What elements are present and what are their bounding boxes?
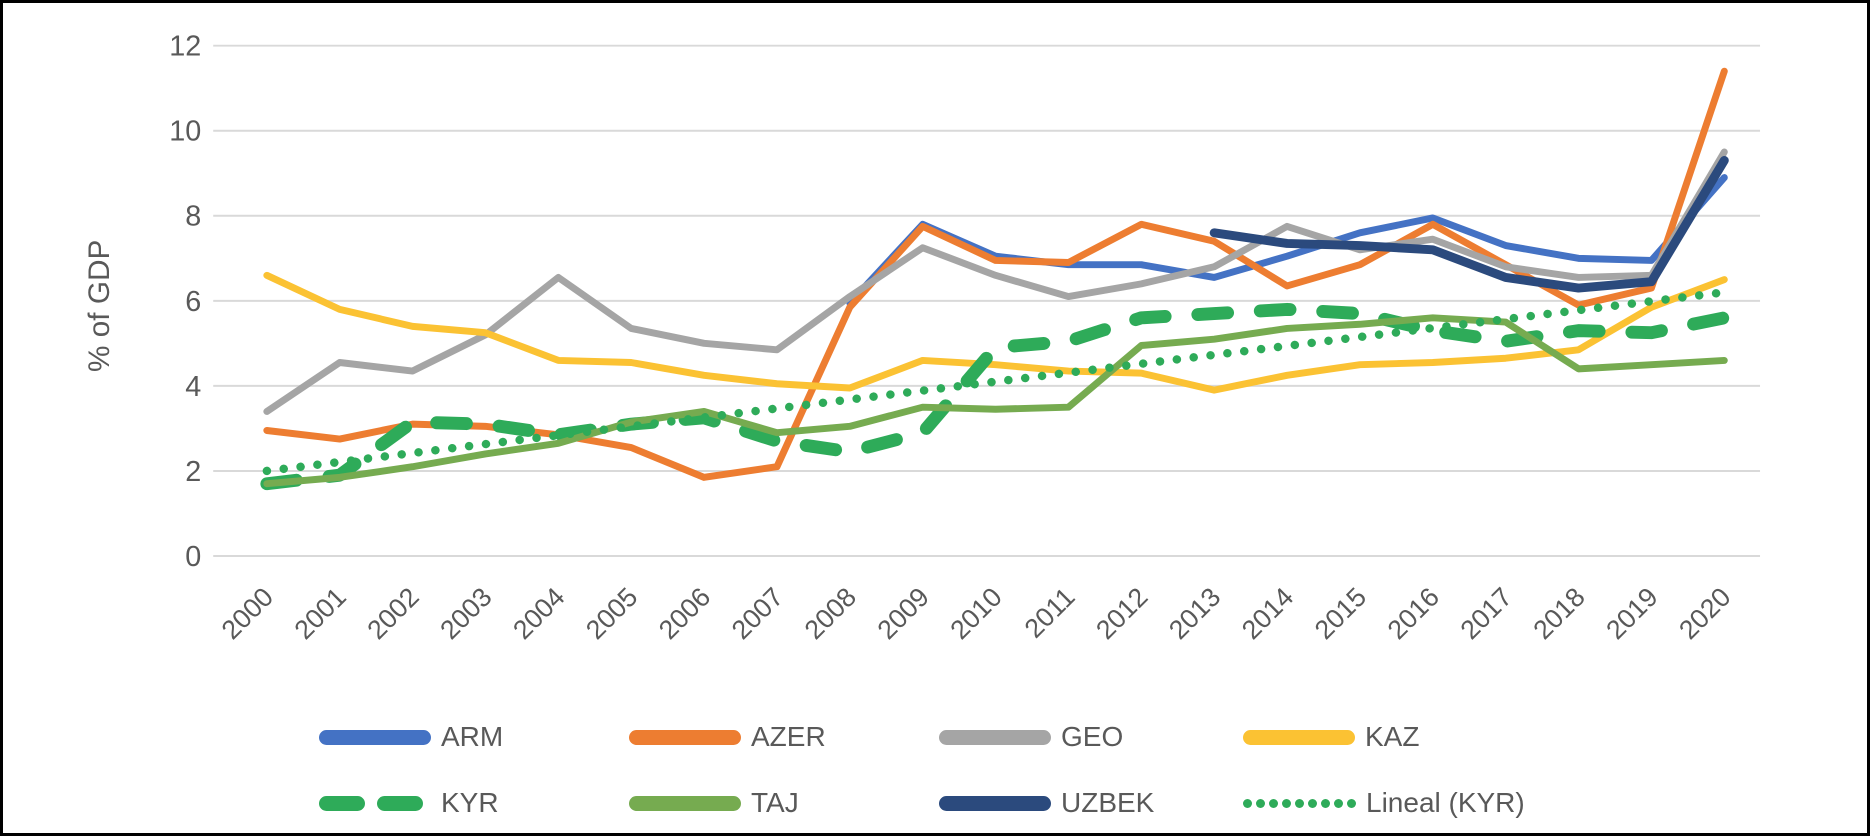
x-tick-label-2000: 2000 — [216, 582, 279, 645]
x-tick-label-2009: 2009 — [871, 582, 934, 645]
series-line-UZBEK — [1209, 155, 1729, 293]
y-tick-label-4: 4 — [185, 371, 201, 403]
x-tick-label-2005: 2005 — [580, 582, 643, 645]
x-tick-label-2010: 2010 — [944, 582, 1007, 645]
x-tick-label-2012: 2012 — [1090, 582, 1153, 645]
x-tick-label-2020: 2020 — [1673, 582, 1736, 645]
x-tick-label-2006: 2006 — [653, 582, 716, 645]
x-tick-label-2001: 2001 — [289, 582, 352, 645]
x-tick-label-2017: 2017 — [1454, 582, 1517, 645]
x-tick-label-2007: 2007 — [726, 582, 789, 645]
x-tick-label-2002: 2002 — [361, 582, 424, 645]
y-axis-title: % of GDP — [83, 240, 116, 372]
series-line-ARM — [846, 174, 1728, 307]
y-tick-label-12: 12 — [169, 31, 201, 63]
x-tick-label-2016: 2016 — [1382, 582, 1445, 645]
x-tick-label-2004: 2004 — [507, 582, 570, 645]
y-tick-label-8: 8 — [185, 201, 201, 233]
y-tick-label-10: 10 — [169, 116, 201, 148]
x-tick-label-2018: 2018 — [1527, 582, 1590, 645]
series-line-KYR — [260, 302, 1731, 491]
x-tick-label-2015: 2015 — [1309, 582, 1372, 645]
series-line-KAZ — [263, 271, 1728, 394]
y-tick-label-0: 0 — [185, 541, 201, 573]
y-tick-label-6: 6 — [185, 286, 201, 318]
x-axis-tick-labels: 2000 2001 2002 2003 2004 2005 2006 2007 2008 2009… — [216, 582, 1737, 645]
y-axis-tick-labels: 0 2 4 6 8 10 12 — [169, 31, 201, 573]
x-tick-label-2011: 2011 — [1019, 582, 1081, 644]
gridlines — [213, 44, 1761, 557]
series-lines — [260, 67, 1731, 491]
series-line-Lineal-KYR — [262, 288, 1729, 476]
x-tick-label-2019: 2019 — [1600, 582, 1663, 645]
series-line-GEO — [263, 148, 1728, 415]
x-tick-label-2014: 2014 — [1236, 582, 1299, 645]
y-tick-label-2: 2 — [185, 456, 201, 488]
x-tick-label-2013: 2013 — [1163, 582, 1226, 645]
x-tick-label-2003: 2003 — [434, 582, 497, 645]
x-tick-label-2008: 2008 — [799, 582, 862, 645]
